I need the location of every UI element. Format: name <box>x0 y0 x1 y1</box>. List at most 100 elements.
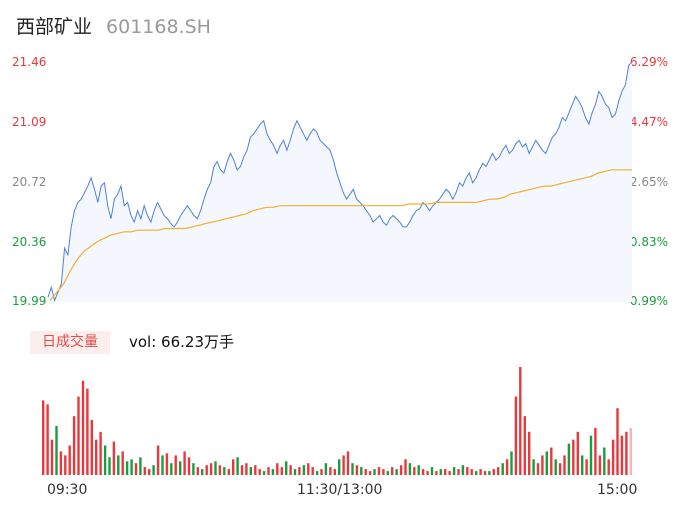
volume-bar <box>505 459 509 475</box>
volume-bar <box>64 455 67 475</box>
volume-bar <box>324 463 328 475</box>
volume-bar <box>421 469 425 475</box>
price-tick: 19.99 <box>12 294 47 308</box>
volume-bar <box>68 445 71 475</box>
volume-bar <box>232 459 235 475</box>
volume-bar <box>554 459 557 475</box>
pct-tick: 0.83% <box>629 235 668 249</box>
volume-bar <box>479 469 482 475</box>
pct-tick: -0.99% <box>625 294 668 308</box>
volume-bar <box>298 467 301 475</box>
volume-bar <box>532 459 535 475</box>
volume-bar <box>183 451 186 475</box>
volume-bar <box>572 439 575 475</box>
volume-bar <box>470 469 473 475</box>
average-price-line <box>49 169 632 301</box>
volume-bar <box>386 471 389 475</box>
volume-tab[interactable]: 日成交量 <box>30 331 110 354</box>
volume-bar <box>46 404 49 475</box>
volume-bar <box>585 459 588 475</box>
pct-tick: 6.29% <box>629 55 668 69</box>
volume-bar <box>377 467 381 475</box>
volume-bar <box>99 431 102 475</box>
volume-bar <box>201 469 204 475</box>
volume-bar <box>271 469 275 475</box>
volume-bar <box>117 455 120 475</box>
volume-bar <box>329 467 332 475</box>
volume-bar <box>218 465 222 475</box>
volume-bar <box>616 408 619 475</box>
volume-bar <box>466 467 469 475</box>
volume-bar <box>50 439 54 475</box>
volume-bar <box>134 463 138 475</box>
price-tick: 21.46 <box>12 55 47 69</box>
volume-bar <box>90 420 93 475</box>
volume-bar <box>302 465 306 475</box>
volume-bar <box>72 416 76 475</box>
volume-bar <box>404 459 407 475</box>
pct-tick: 2.65% <box>629 175 668 189</box>
volume-bar <box>174 455 177 475</box>
volume-bar <box>103 445 107 475</box>
volume-bar <box>249 467 252 475</box>
volume-bar <box>426 471 429 475</box>
volume-bar <box>519 367 522 475</box>
volume-bar <box>625 431 628 475</box>
time-tick-close: 15:00 <box>597 482 638 498</box>
volume-bar <box>563 455 566 475</box>
volume-bar <box>307 463 310 475</box>
volume-bar <box>355 465 359 475</box>
volume-bar <box>311 467 314 475</box>
volume-bar <box>59 451 63 475</box>
volume-bar <box>430 467 434 475</box>
volume-bar <box>165 453 169 475</box>
volume-bar <box>205 465 208 475</box>
volume-bar <box>603 447 606 475</box>
volume-bar <box>536 463 540 475</box>
volume-bar <box>448 471 451 475</box>
volume-bar <box>382 469 385 475</box>
stock-code: 601168.SH <box>106 16 211 38</box>
volume-bar <box>262 471 266 475</box>
pct-tick: 4.47% <box>629 115 668 129</box>
volume-bar <box>545 451 548 475</box>
volume-bar <box>368 471 372 475</box>
volume-bar <box>121 451 124 475</box>
volume-bar <box>55 425 58 475</box>
volume-bar <box>223 467 226 475</box>
volume-bar <box>77 396 80 475</box>
volume-bar <box>435 471 438 475</box>
volume-bar <box>236 457 239 475</box>
volume-bar <box>501 463 504 475</box>
volume-bar <box>293 469 297 475</box>
volume-bar <box>461 465 465 475</box>
volume-bar <box>179 461 182 475</box>
volume-bar <box>95 439 98 475</box>
volume-bar <box>594 427 597 475</box>
volume-bar <box>148 469 151 475</box>
volume-bar <box>240 465 244 475</box>
volume-bar <box>567 443 571 475</box>
volume-bar <box>483 471 487 475</box>
volume-bar <box>170 463 173 475</box>
volume-bar <box>558 463 562 475</box>
volume-bar <box>267 467 270 475</box>
stock-name: 西部矿业 <box>16 16 93 38</box>
volume-bar <box>391 467 394 475</box>
volume-bar <box>258 469 261 475</box>
volume-bar <box>333 469 336 475</box>
volume-bar <box>143 467 146 475</box>
volume-bar <box>276 463 279 475</box>
volume-bar <box>607 459 610 475</box>
volume-bar <box>457 469 460 475</box>
volume-bar <box>86 388 89 475</box>
volume-bar <box>611 439 615 475</box>
time-tick-midday: 11:30/13:00 <box>297 482 383 498</box>
volume-bar <box>351 463 354 475</box>
volume-bar <box>346 451 350 475</box>
stock-header: 西部矿业 601168.SH <box>16 12 211 40</box>
volume-bar <box>152 465 155 475</box>
volume-bar <box>196 467 199 475</box>
volume-bar <box>541 455 544 475</box>
